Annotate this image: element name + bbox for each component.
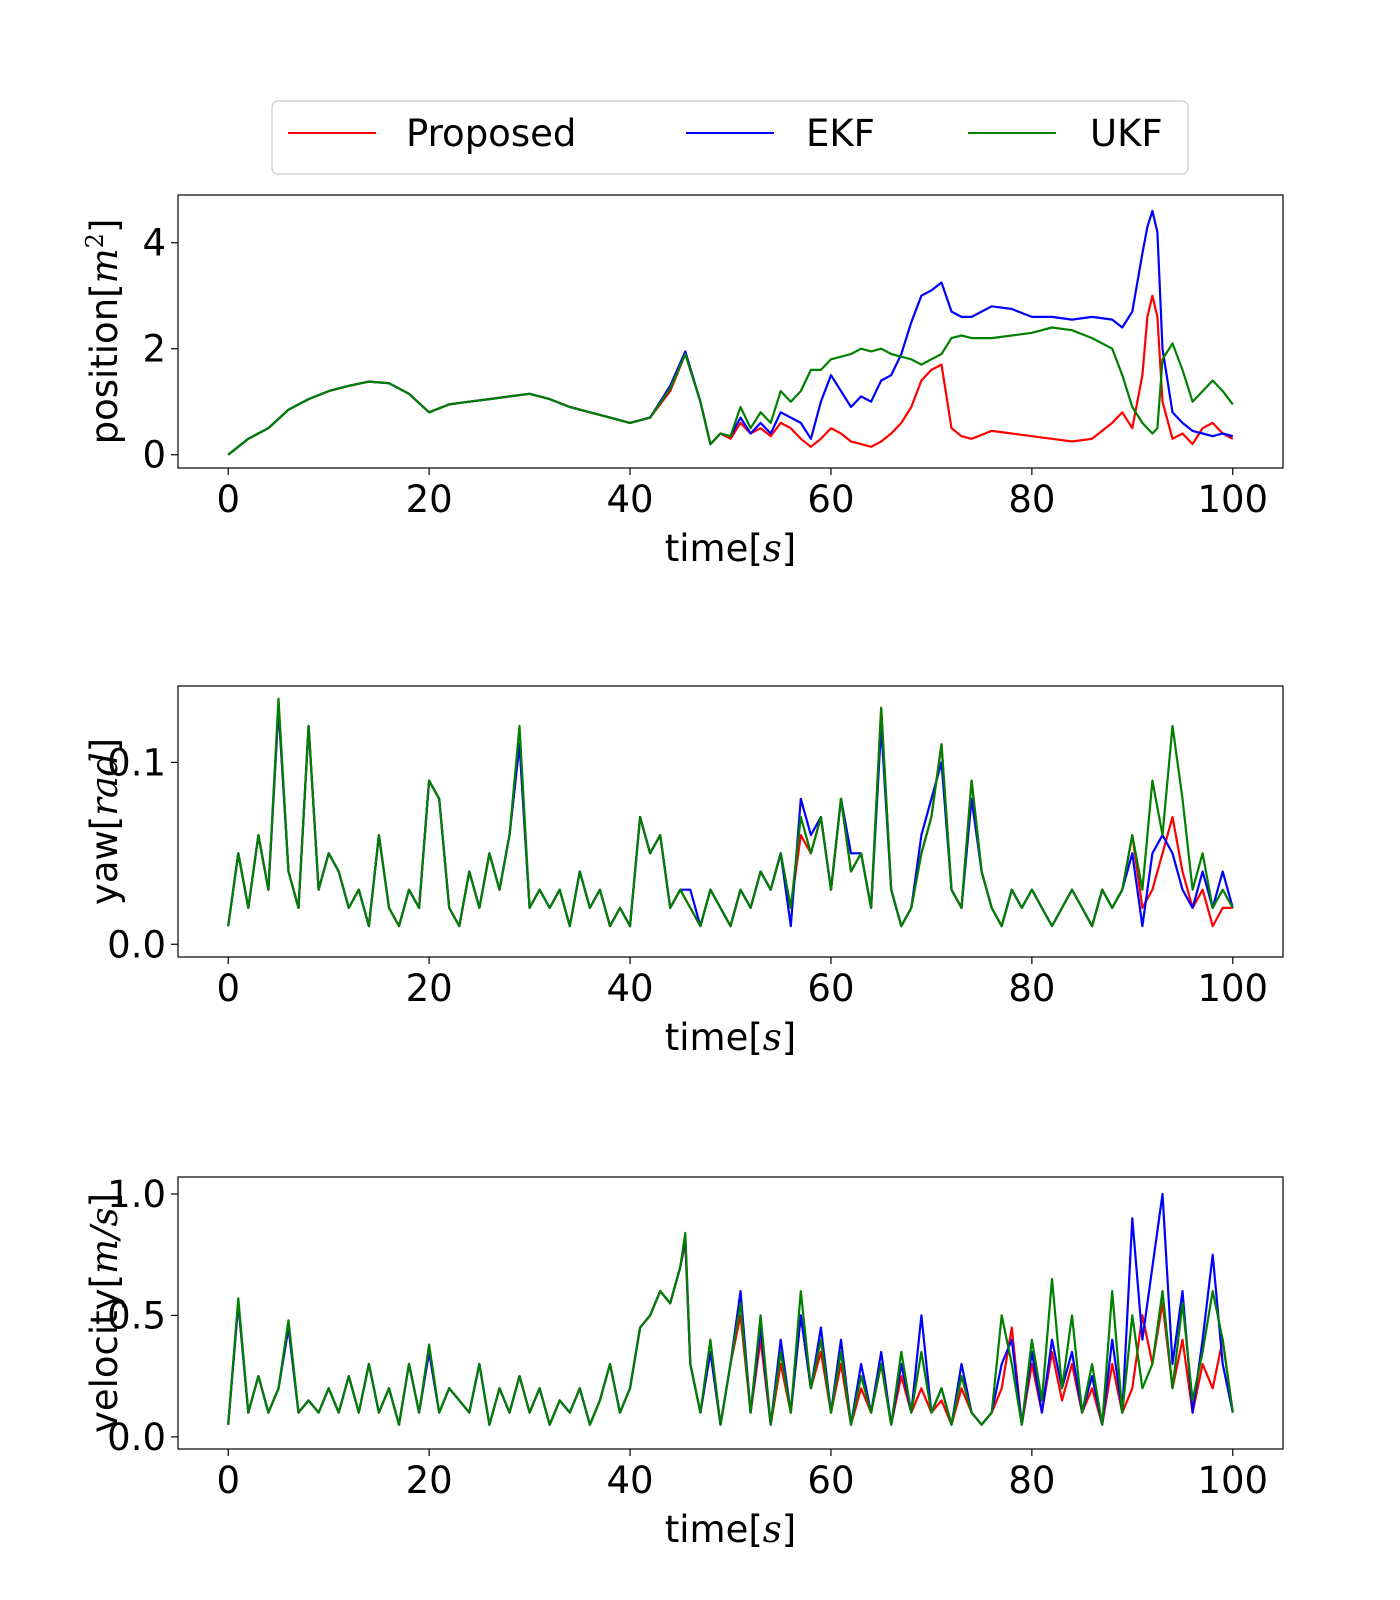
velocity-y-axis-label: velocity[m/s] [83, 1193, 126, 1433]
position-ytick-label: 0 [142, 434, 166, 477]
velocity-series-proposed [227, 1241, 1234, 1426]
yaw-xtick-label: 100 [1197, 967, 1268, 1010]
velocity-xtick-label: 40 [606, 1459, 653, 1502]
position-xtick-label: 20 [406, 478, 453, 521]
velocity-x-axis-label: time[s] [665, 1508, 796, 1551]
yaw-series-ekf [227, 706, 1234, 928]
yaw-axes-frame [177, 685, 1284, 958]
yaw-series-ukf [227, 697, 1234, 928]
velocity-ytick-label: 0.0 [107, 1416, 166, 1459]
velocity-series-ekf [227, 1192, 1234, 1426]
velocity-series-group [227, 1192, 1234, 1426]
velocity-ytick-label: 1.0 [107, 1173, 166, 1216]
velocity-xtick-label: 100 [1197, 1459, 1268, 1502]
yaw-xtick-label: 40 [606, 967, 653, 1010]
position-series-ukf [227, 326, 1234, 456]
position-y-axis-label: position[m2] [81, 219, 126, 445]
legend-label-ekf: EKF [806, 112, 875, 155]
legend-label-ukf: UKF [1090, 112, 1163, 155]
velocity-axes-frame [177, 1176, 1284, 1450]
legend-frame [271, 100, 1189, 175]
velocity-xtick-label: 0 [216, 1459, 240, 1502]
yaw-series-group [227, 697, 1234, 928]
yaw-x-axis-label: time[s] [665, 1016, 796, 1059]
velocity-subplot: 0 20 40 60 80 100 0.0 0.5 1.0 time[s] velocity[m/s… [83, 1173, 1284, 1551]
position-xtick-label: 40 [606, 478, 653, 521]
legend: Proposed EKF UKF [271, 100, 1189, 175]
yaw-xtick-label: 60 [807, 967, 854, 1010]
position-series-proposed [227, 294, 1234, 456]
velocity-series-ukf [227, 1231, 1234, 1426]
position-series-group [227, 209, 1234, 456]
position-x-axis-label: time[s] [665, 527, 796, 570]
velocity-xtick-label: 80 [1008, 1459, 1055, 1502]
velocity-ytick-label: 0.5 [107, 1294, 166, 1337]
position-series-ekf [227, 209, 1234, 456]
position-xtick-label: 60 [807, 478, 854, 521]
position-ytick-label: 4 [142, 222, 166, 265]
position-axes-frame [177, 194, 1284, 469]
yaw-subplot: 0 20 40 60 80 100 0.0 0.1 time[s] yaw[rad] [83, 685, 1284, 1059]
velocity-xtick-label: 60 [807, 1459, 854, 1502]
yaw-xtick-label: 20 [406, 967, 453, 1010]
yaw-y-axis-label: yaw[rad] [83, 738, 126, 905]
yaw-ytick-label: 0.0 [107, 923, 166, 966]
yaw-xtick-label: 80 [1008, 967, 1055, 1010]
position-subplot: 0 20 40 60 80 100 0 2 4 time[s] position[m2] [81, 194, 1284, 570]
position-ytick-label: 2 [142, 328, 166, 371]
yaw-ytick-label: 0.1 [107, 741, 166, 784]
position-xtick-label: 100 [1197, 478, 1268, 521]
velocity-xtick-label: 20 [406, 1459, 453, 1502]
yaw-series-proposed [227, 706, 1233, 928]
yaw-xtick-label: 0 [216, 967, 240, 1010]
legend-label-proposed: Proposed [406, 112, 576, 155]
position-xtick-label: 80 [1008, 478, 1055, 521]
position-xtick-label: 0 [216, 478, 240, 521]
